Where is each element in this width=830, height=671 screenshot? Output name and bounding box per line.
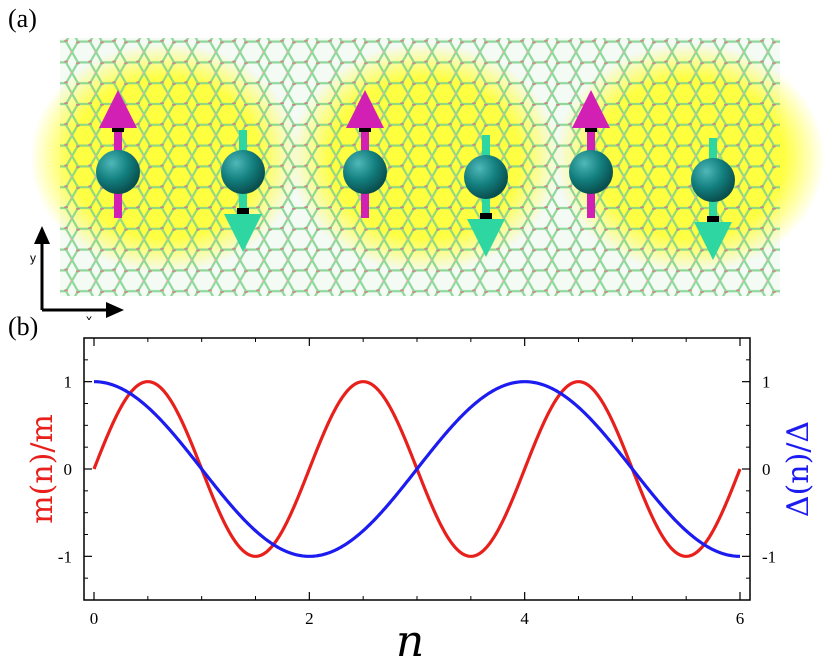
- arrow-down-icon: [694, 222, 732, 260]
- atom-sphere: [343, 150, 387, 194]
- arrow-down-icon: [224, 214, 262, 252]
- spin-up-3: [343, 90, 387, 218]
- arrow-up-icon: [99, 90, 137, 128]
- series-group: [92, 380, 742, 558]
- x-axis-arrow-icon: [106, 302, 124, 318]
- atom-sphere: [464, 155, 508, 199]
- y-tick-label-right: -1: [762, 547, 776, 566]
- arrow-up-icon: [346, 90, 384, 128]
- spin-down-2: [221, 130, 265, 252]
- y-axis-arrow-icon: [34, 226, 50, 244]
- arrow-up-icon: [572, 90, 610, 128]
- x-tick-label: 2: [305, 609, 314, 628]
- series-line-blue: [93, 380, 741, 558]
- y-axis-label: y: [30, 251, 36, 265]
- y-tick-label-left: 0: [64, 460, 73, 479]
- x-tick-label: 4: [520, 609, 529, 628]
- tick-group: 0 2 4 6 1 1 0 0 -1 -1: [58, 338, 776, 628]
- y-axis-label-right: Δ(n)/Δ: [781, 421, 816, 517]
- x-tick-label: 0: [90, 609, 99, 628]
- spin-up-1: [96, 90, 140, 218]
- atom-sphere: [569, 150, 613, 194]
- panel-b-label: (b): [8, 312, 39, 341]
- atom-sphere: [96, 150, 140, 194]
- spin-up-5: [569, 90, 613, 218]
- x-tick-label: 6: [736, 609, 745, 628]
- panel-a-label: (a): [8, 4, 37, 33]
- y-tick-label-right: 1: [762, 373, 771, 392]
- atom-sphere: [221, 150, 265, 194]
- spin-down-6: [691, 138, 735, 260]
- hex-lattice: [60, 38, 780, 296]
- y-axis-label-left: m(n)/m: [25, 414, 60, 524]
- x-axis-label: x: [86, 312, 92, 320]
- spin-group: [96, 90, 735, 260]
- y-tick-label-left: -1: [58, 547, 72, 566]
- atom-sphere: [691, 158, 735, 202]
- y-tick-label-left: 1: [64, 373, 73, 392]
- arrow-down-icon: [467, 219, 505, 257]
- x-axis-label: n: [396, 616, 424, 667]
- lattice-illustration: y x: [30, 38, 825, 320]
- coordinate-axes: y x: [30, 226, 124, 320]
- y-tick-label-right: 0: [762, 460, 771, 479]
- spin-down-4: [464, 135, 508, 257]
